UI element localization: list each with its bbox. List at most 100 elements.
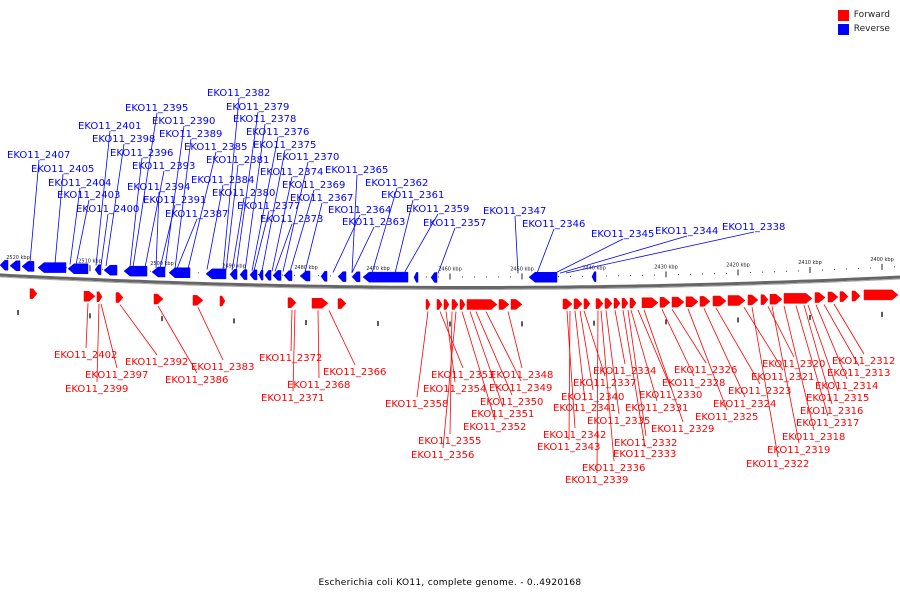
forward-gene-label[interactable]: EKO11_2349 bbox=[489, 383, 552, 394]
forward-gene-label[interactable]: EKO11_2368 bbox=[287, 380, 350, 391]
reverse-gene-label[interactable]: EKO11_2404 bbox=[48, 178, 111, 189]
forward-gene-label[interactable]: EKO11_2325 bbox=[695, 412, 758, 423]
forward-gene-label[interactable]: EKO11_2386 bbox=[165, 375, 228, 386]
forward-feature-arrow[interactable] bbox=[510, 299, 523, 310]
forward-gene-label[interactable]: EKO11_2314 bbox=[815, 381, 878, 392]
reverse-feature-arrow[interactable] bbox=[258, 269, 264, 281]
reverse-gene-label[interactable]: EKO11_2370 bbox=[276, 152, 339, 163]
forward-gene-label[interactable]: EKO11_2339 bbox=[565, 475, 628, 486]
reverse-gene-label[interactable]: EKO11_2407 bbox=[7, 150, 70, 161]
reverse-gene-label[interactable]: EKO11_2374 bbox=[260, 167, 323, 178]
legend-forward[interactable]: Forward bbox=[837, 8, 890, 22]
reverse-gene-label[interactable]: EKO11_2390 bbox=[152, 116, 215, 127]
forward-feature-arrow[interactable] bbox=[115, 292, 124, 303]
reverse-feature-arrow[interactable] bbox=[168, 267, 191, 278]
reverse-feature-arrow[interactable] bbox=[0, 259, 9, 271]
reverse-feature-arrow[interactable] bbox=[413, 272, 419, 283]
forward-feature-arrow[interactable] bbox=[699, 296, 711, 307]
forward-gene-label[interactable]: EKO11_2321 bbox=[751, 372, 814, 383]
reverse-gene-label[interactable]: EKO11_2378 bbox=[233, 114, 296, 125]
reverse-gene-label[interactable]: EKO11_2344 bbox=[655, 226, 718, 237]
reverse-feature-arrow[interactable] bbox=[272, 270, 282, 281]
forward-gene-label[interactable]: EKO11_2358 bbox=[385, 399, 448, 410]
reverse-gene-label[interactable]: EKO11_2396 bbox=[110, 148, 173, 159]
forward-gene-label[interactable]: EKO11_2312 bbox=[832, 356, 895, 367]
reverse-gene-label[interactable]: EKO11_2359 bbox=[406, 204, 469, 215]
forward-gene-label[interactable]: EKO11_2352 bbox=[463, 422, 526, 433]
forward-gene-label[interactable]: EKO11_2366 bbox=[323, 367, 386, 378]
reverse-gene-label[interactable]: EKO11_2346 bbox=[522, 219, 585, 230]
forward-gene-label[interactable]: EKO11_2371 bbox=[261, 393, 324, 404]
forward-feature-arrow[interactable] bbox=[29, 288, 38, 299]
forward-feature-arrow[interactable] bbox=[595, 298, 604, 309]
forward-gene-label[interactable]: EKO11_2334 bbox=[593, 366, 656, 377]
forward-gene-label[interactable]: EKO11_2332 bbox=[614, 438, 677, 449]
reverse-gene-label[interactable]: EKO11_2393 bbox=[132, 161, 195, 172]
forward-gene-label[interactable]: EKO11_2383 bbox=[191, 362, 254, 373]
forward-feature-arrow[interactable] bbox=[451, 299, 459, 310]
forward-feature-arrow[interactable] bbox=[769, 293, 783, 305]
reverse-feature-arrow[interactable] bbox=[351, 271, 361, 283]
reverse-feature-arrow[interactable] bbox=[94, 264, 102, 275]
forward-feature-arrow[interactable] bbox=[153, 293, 164, 305]
forward-feature-arrow[interactable] bbox=[851, 290, 861, 302]
forward-gene-label[interactable]: EKO11_2313 bbox=[827, 368, 890, 379]
reverse-feature-arrow[interactable] bbox=[362, 271, 409, 283]
reverse-gene-label[interactable]: EKO11_2379 bbox=[226, 102, 289, 113]
reverse-gene-label[interactable]: EKO11_2376 bbox=[246, 127, 309, 138]
reverse-feature-arrow[interactable] bbox=[264, 269, 272, 281]
forward-gene-label[interactable]: EKO11_2318 bbox=[782, 432, 845, 443]
forward-gene-label[interactable]: EKO11_2355 bbox=[418, 436, 481, 447]
reverse-feature-arrow[interactable] bbox=[591, 271, 597, 282]
forward-gene-label[interactable]: EKO11_2354 bbox=[423, 384, 486, 395]
reverse-gene-label[interactable]: EKO11_2385 bbox=[184, 142, 247, 153]
forward-gene-label[interactable]: EKO11_2372 bbox=[259, 353, 322, 364]
forward-feature-arrow[interactable] bbox=[311, 298, 329, 309]
forward-feature-arrow[interactable] bbox=[192, 295, 204, 306]
forward-gene-label[interactable]: EKO11_2356 bbox=[411, 450, 474, 461]
forward-feature-arrow[interactable] bbox=[641, 297, 659, 308]
forward-gene-label[interactable]: EKO11_2333 bbox=[613, 449, 676, 460]
forward-feature-arrow[interactable] bbox=[498, 299, 510, 310]
forward-gene-label[interactable]: EKO11_2319 bbox=[767, 445, 830, 456]
reverse-gene-label[interactable]: EKO11_2382 bbox=[207, 88, 270, 99]
forward-gene-label[interactable]: EKO11_2337 bbox=[573, 378, 636, 389]
forward-gene-label[interactable]: EKO11_2328 bbox=[662, 378, 725, 389]
reverse-gene-label[interactable]: EKO11_2369 bbox=[282, 180, 345, 191]
forward-feature-arrow[interactable] bbox=[863, 289, 899, 301]
reverse-gene-label[interactable]: EKO11_2362 bbox=[365, 178, 428, 189]
forward-feature-arrow[interactable] bbox=[604, 298, 613, 309]
forward-gene-label[interactable]: EKO11_2402 bbox=[54, 350, 117, 361]
reverse-gene-label[interactable]: EKO11_2347 bbox=[483, 206, 546, 217]
reverse-gene-label[interactable]: EKO11_2381 bbox=[206, 155, 269, 166]
reverse-feature-arrow[interactable] bbox=[239, 269, 248, 280]
reverse-feature-arrow[interactable] bbox=[21, 261, 35, 272]
legend-reverse[interactable]: Reverse bbox=[837, 22, 890, 36]
reverse-gene-label[interactable]: EKO11_2384 bbox=[191, 175, 254, 186]
reverse-feature-arrow[interactable] bbox=[283, 270, 293, 281]
reverse-feature-arrow[interactable] bbox=[123, 265, 148, 277]
reverse-gene-label[interactable]: EKO11_2403 bbox=[57, 190, 120, 201]
reverse-feature-arrow[interactable] bbox=[249, 269, 258, 281]
forward-feature-arrow[interactable] bbox=[671, 296, 685, 308]
forward-gene-label[interactable]: EKO11_2336 bbox=[582, 463, 645, 474]
forward-gene-label[interactable]: EKO11_2340 bbox=[561, 392, 624, 403]
reverse-gene-label[interactable]: EKO11_2357 bbox=[423, 218, 486, 229]
reverse-gene-label[interactable]: EKO11_2375 bbox=[253, 140, 316, 151]
reverse-gene-label[interactable]: EKO11_2338 bbox=[722, 222, 785, 233]
forward-gene-label[interactable]: EKO11_2392 bbox=[125, 357, 188, 368]
forward-gene-label[interactable]: EKO11_2350 bbox=[480, 397, 543, 408]
forward-gene-label[interactable]: EKO11_2341 bbox=[553, 403, 616, 414]
forward-feature-arrow[interactable] bbox=[747, 294, 759, 306]
reverse-feature-arrow[interactable] bbox=[103, 264, 118, 276]
forward-feature-arrow[interactable] bbox=[783, 293, 813, 304]
reverse-feature-arrow[interactable] bbox=[299, 270, 311, 282]
forward-feature-arrow[interactable] bbox=[96, 291, 103, 302]
forward-gene-label[interactable]: EKO11_2326 bbox=[674, 365, 737, 376]
reverse-gene-label[interactable]: EKO11_2377 bbox=[237, 201, 300, 212]
reverse-gene-label[interactable]: EKO11_2367 bbox=[290, 193, 353, 204]
reverse-feature-arrow[interactable] bbox=[205, 268, 227, 280]
reverse-gene-label[interactable]: EKO11_2365 bbox=[325, 165, 388, 176]
reverse-feature-arrow[interactable] bbox=[67, 263, 89, 275]
forward-gene-label[interactable]: EKO11_2331 bbox=[625, 403, 688, 414]
